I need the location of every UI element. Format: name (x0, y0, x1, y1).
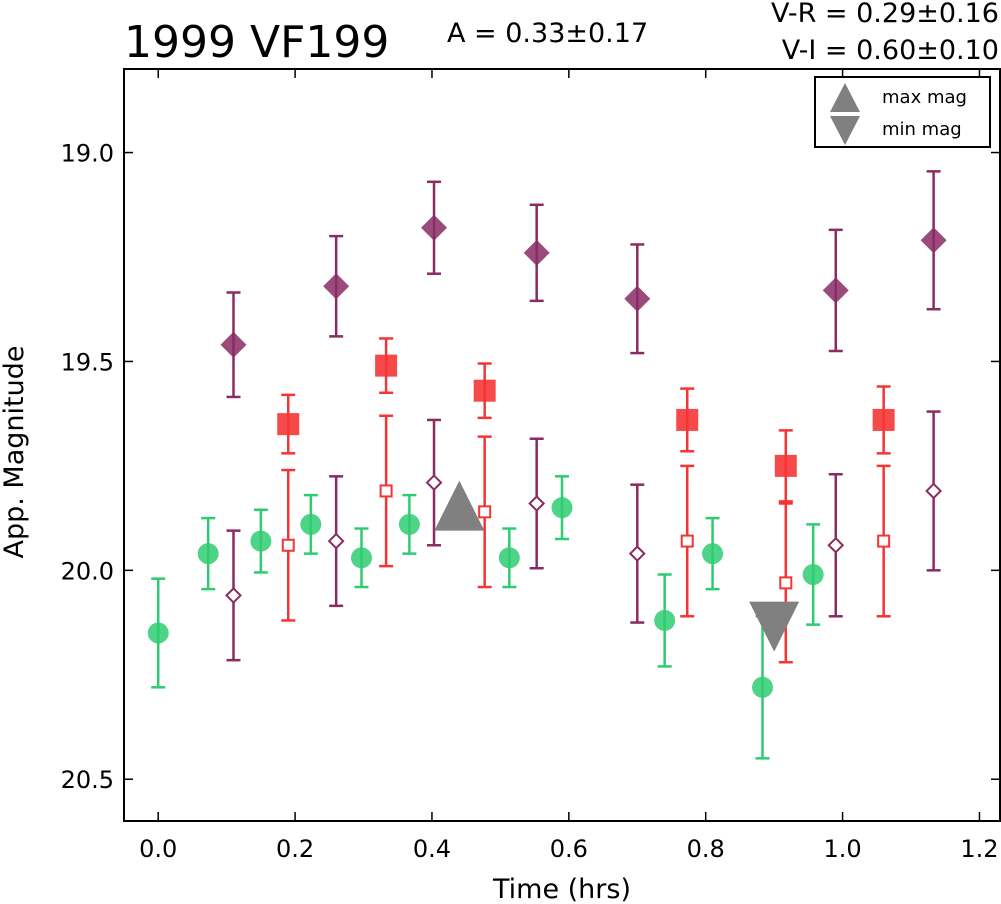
x-tick-label: 1.2 (960, 835, 998, 863)
x-axis-label: Time (hrs) (492, 874, 631, 904)
y-axis-label: App. Magnitude (0, 346, 30, 559)
extrema-markers (434, 480, 800, 652)
data-point (398, 513, 420, 535)
data-point (920, 227, 947, 254)
data-point (624, 285, 651, 312)
data-point (375, 354, 398, 377)
data-point (147, 622, 169, 644)
data-point (680, 534, 694, 548)
series-3 (281, 414, 891, 664)
data-point (523, 239, 550, 266)
y-tick-label: 19.5 (61, 348, 114, 376)
data-point (925, 482, 943, 500)
x-axis-ticks: 0.0 0.2 0.4 0.6 0.8 1.0 1.2 (139, 69, 999, 863)
data-point (702, 543, 724, 565)
data-point (877, 534, 891, 548)
data-point (425, 474, 443, 492)
data-point (872, 408, 895, 431)
data-point (498, 547, 520, 569)
max-mag-marker (434, 480, 485, 531)
amplitude-label: A = 0.33±0.17 (447, 18, 648, 49)
x-tick-label: 0.6 (550, 835, 588, 863)
legend-label-max-mag: max mag (882, 87, 967, 108)
legend-max-mag-marker (830, 83, 860, 112)
data-point (478, 505, 492, 519)
data-point (752, 676, 774, 698)
data-point (281, 538, 295, 552)
data-point (327, 532, 345, 550)
data-point (676, 408, 699, 431)
data-point (300, 513, 322, 535)
min-mag-marker (749, 601, 800, 652)
data-point (323, 273, 350, 300)
legend-label-min-mag: min mag (882, 119, 962, 140)
data-point (654, 609, 676, 631)
data-point (473, 379, 496, 402)
chart-title: 1999 VF199 (124, 17, 389, 68)
series-2 (277, 337, 895, 503)
data-marks (147, 170, 947, 760)
data-point (827, 536, 845, 554)
series-4 (220, 170, 947, 399)
legend-min-mag-marker (830, 116, 860, 145)
legend: max mag min mag (814, 76, 991, 148)
data-point (197, 543, 219, 565)
y-tick-label: 20.0 (61, 557, 114, 585)
x-tick-label: 0.4 (413, 835, 451, 863)
x-tick-label: 0.2 (276, 835, 314, 863)
y-tick-label: 19.0 (61, 140, 114, 168)
data-point (350, 547, 372, 569)
data-point (802, 564, 824, 586)
data-point (628, 545, 646, 563)
data-point (528, 495, 546, 512)
data-point (225, 586, 242, 604)
x-tick-label: 0.0 (139, 835, 177, 863)
y-tick-label: 20.5 (61, 766, 114, 794)
data-point (421, 214, 448, 241)
color-index-vi: V-I = 0.60±0.10 (782, 35, 999, 66)
data-point (250, 530, 272, 552)
y-axis-ticks: 19.0 19.5 20.0 20.5 (61, 140, 1000, 794)
data-point (551, 497, 573, 519)
data-point (779, 576, 793, 590)
data-point (822, 277, 849, 304)
series-5 (225, 410, 943, 662)
plot-frame (123, 68, 1001, 822)
x-tick-label: 1.0 (824, 835, 862, 863)
x-tick-label: 0.8 (687, 835, 725, 863)
series-1 (147, 475, 824, 760)
data-point (277, 413, 300, 436)
color-index-vr: V-R = 0.29±0.16 (771, 0, 999, 29)
data-point (220, 331, 247, 358)
data-point (379, 484, 393, 498)
data-point (774, 454, 797, 477)
